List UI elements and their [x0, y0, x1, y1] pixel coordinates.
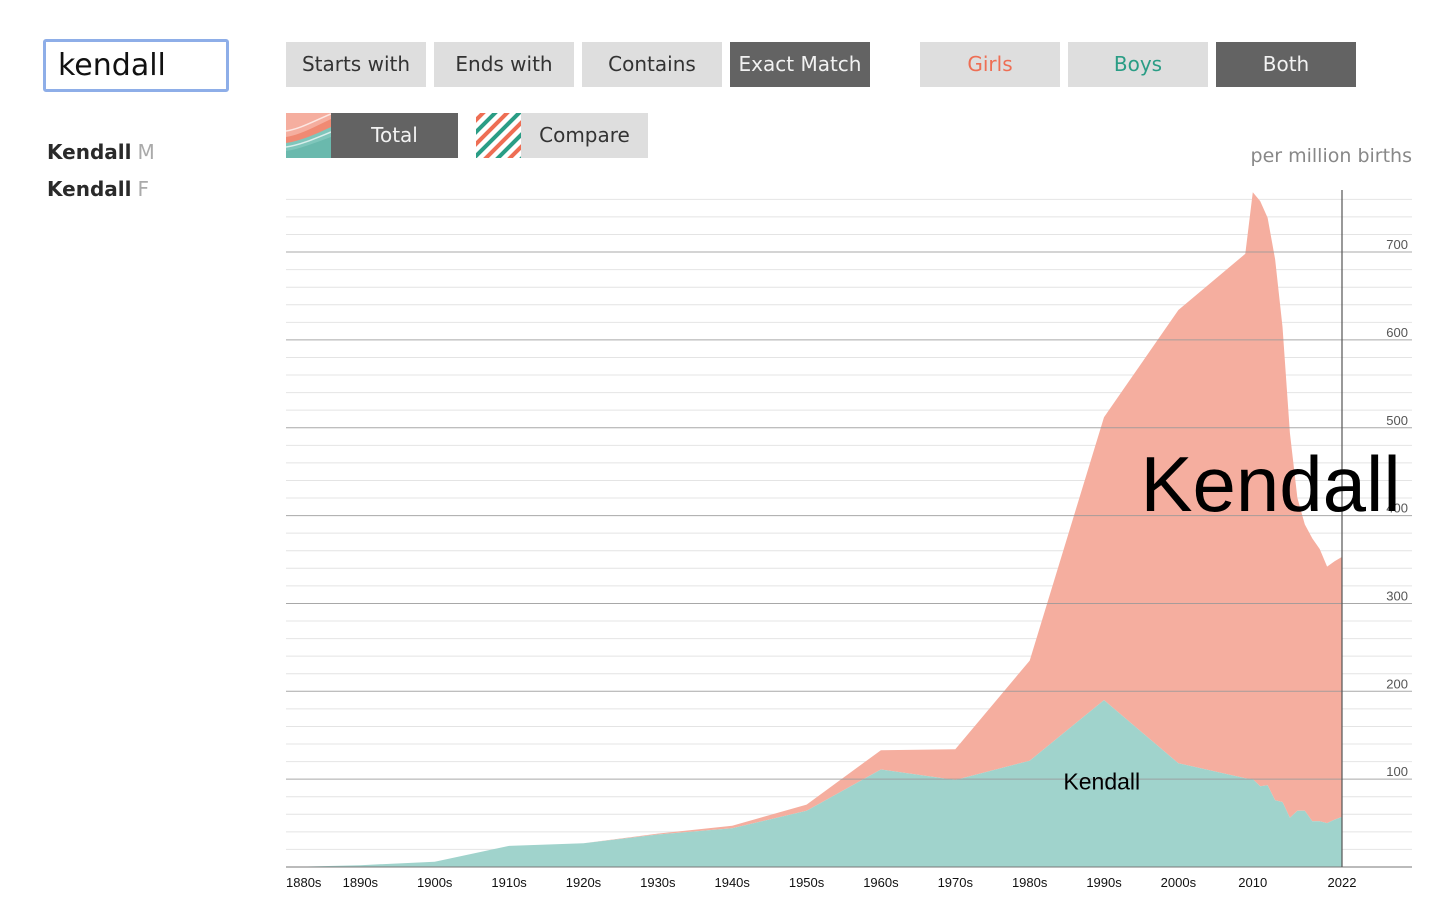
series-label-female: Kendall [1141, 440, 1401, 528]
result-sex-badge: M [137, 140, 155, 164]
x-tick-label: 1900s [417, 875, 453, 890]
starts-with-button[interactable]: Starts with [286, 42, 426, 87]
both-button[interactable]: Both [1216, 42, 1356, 87]
result-item-male[interactable]: Kendall M [47, 138, 155, 175]
x-tick-label: 2010 [1238, 875, 1267, 890]
boys-button[interactable]: Boys [1068, 42, 1208, 87]
x-tick-label: 2022 [1328, 875, 1357, 890]
girls-button[interactable]: Girls [920, 42, 1060, 87]
series-label-male: Kendall [1063, 769, 1140, 795]
total-button[interactable]: Total [331, 113, 458, 158]
contains-button[interactable]: Contains [582, 42, 722, 87]
y-tick-label: 100 [1386, 764, 1408, 779]
result-name: Kendall [47, 177, 132, 201]
results-list: Kendall M Kendall F [47, 138, 155, 212]
result-sex-badge: F [137, 177, 149, 201]
y-tick-label: 200 [1386, 676, 1408, 691]
x-tick-label: 1910s [491, 875, 527, 890]
chart-unit-label: per million births [1250, 145, 1412, 167]
y-tick-label: 700 [1386, 237, 1408, 252]
x-tick-label: 1990s [1086, 875, 1122, 890]
ends-with-button[interactable]: Ends with [434, 42, 574, 87]
result-name: Kendall [47, 140, 132, 164]
x-tick-label: 1960s [863, 875, 899, 890]
total-stacked-icon[interactable] [286, 113, 331, 158]
x-tick-label: 2000s [1161, 875, 1197, 890]
x-tick-label: 1930s [640, 875, 676, 890]
y-tick-label: 500 [1386, 413, 1408, 428]
x-tick-label: 1880s [286, 875, 322, 890]
search-input[interactable] [43, 39, 229, 92]
y-tick-label: 600 [1386, 325, 1408, 340]
x-tick-label: 1940s [714, 875, 750, 890]
compare-button[interactable]: Compare [521, 113, 648, 158]
x-tick-label: 1950s [789, 875, 825, 890]
area-series-kendall-female [286, 192, 1342, 868]
result-item-female[interactable]: Kendall F [47, 175, 155, 212]
y-tick-label: 400 [1386, 501, 1408, 516]
exact-match-button[interactable]: Exact Match [730, 42, 870, 87]
x-tick-label: 1920s [566, 875, 602, 890]
y-tick-label: 300 [1386, 588, 1408, 603]
area-series-kendall-male [286, 700, 1342, 867]
x-tick-label: 1890s [343, 875, 379, 890]
x-tick-label: 1970s [938, 875, 974, 890]
compare-striped-icon[interactable] [476, 113, 521, 158]
x-tick-label: 1980s [1012, 875, 1048, 890]
